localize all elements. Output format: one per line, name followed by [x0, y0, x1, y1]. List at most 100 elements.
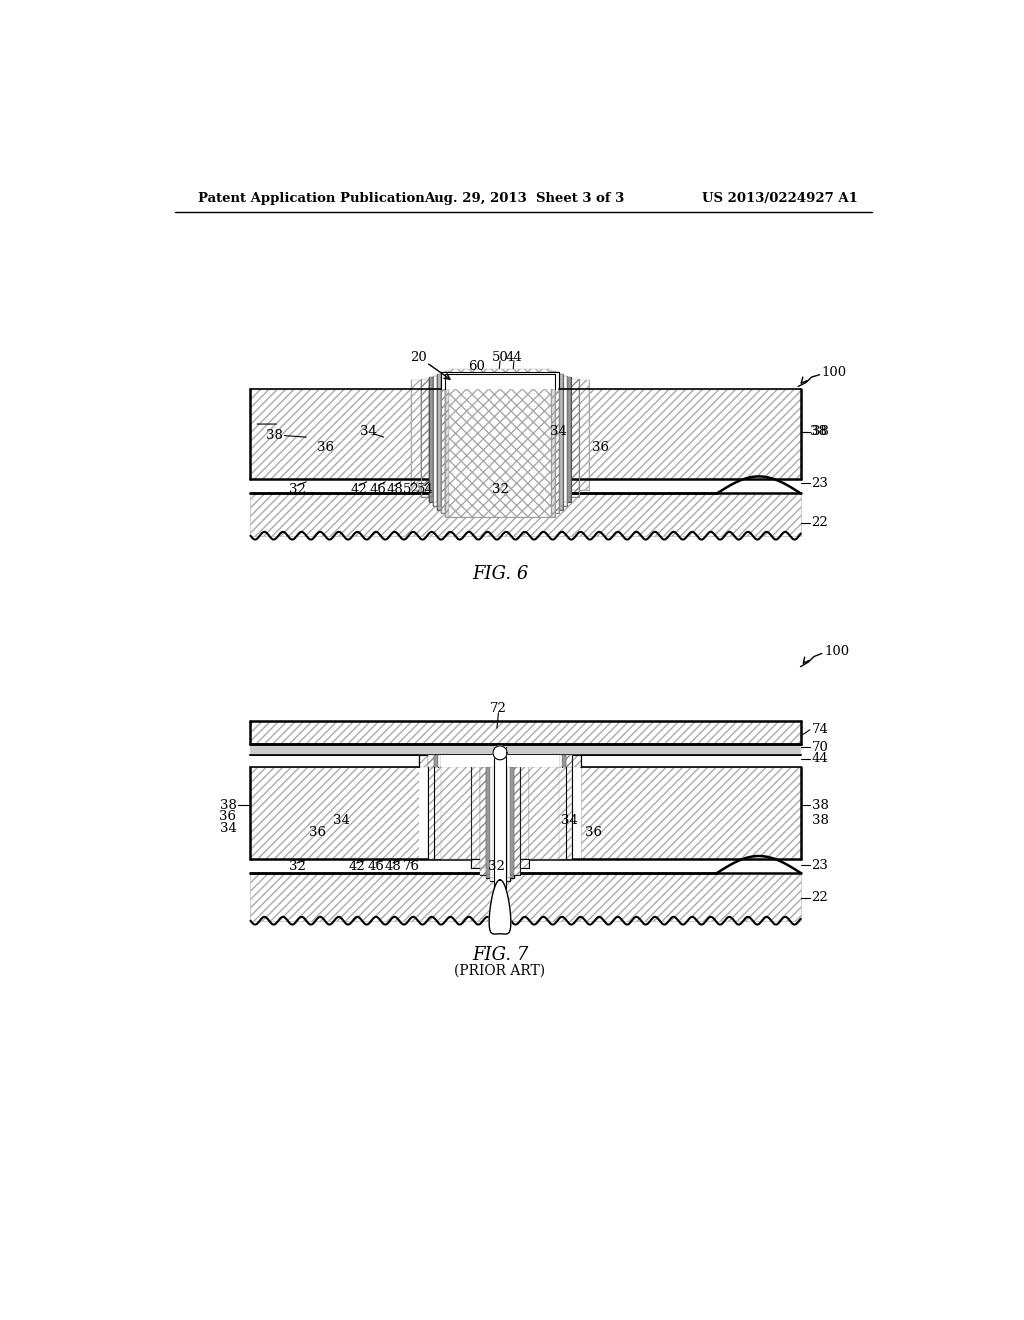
- Bar: [471, 859, 529, 869]
- Bar: [251, 767, 419, 859]
- Text: 38: 38: [812, 425, 828, 438]
- Bar: [441, 372, 559, 389]
- Text: 48: 48: [386, 483, 403, 496]
- Text: 38: 38: [812, 814, 828, 828]
- Text: 34: 34: [561, 814, 579, 828]
- Bar: [559, 755, 562, 767]
- Bar: [251, 755, 801, 767]
- Text: 34: 34: [333, 814, 349, 828]
- Text: 38: 38: [266, 429, 283, 442]
- Text: 32: 32: [289, 483, 305, 496]
- Text: 36: 36: [309, 825, 327, 838]
- Text: 34: 34: [550, 425, 566, 438]
- Text: Patent Application Publication: Patent Application Publication: [198, 191, 425, 205]
- Bar: [421, 379, 429, 498]
- Bar: [251, 389, 411, 479]
- Bar: [589, 389, 801, 479]
- Text: FIG. 7: FIG. 7: [472, 946, 528, 965]
- Bar: [419, 755, 582, 859]
- Text: 23: 23: [812, 859, 828, 871]
- Text: (PRIOR ART): (PRIOR ART): [455, 964, 546, 978]
- Bar: [562, 755, 566, 767]
- Bar: [441, 510, 559, 513]
- Bar: [419, 755, 428, 767]
- Bar: [486, 874, 514, 878]
- Bar: [251, 721, 801, 743]
- Bar: [429, 378, 433, 502]
- Bar: [445, 513, 555, 517]
- Bar: [411, 367, 589, 479]
- Text: 44: 44: [506, 351, 522, 363]
- Bar: [411, 479, 589, 490]
- Bar: [579, 380, 589, 490]
- Bar: [471, 767, 480, 859]
- Text: 34: 34: [219, 822, 237, 834]
- Polygon shape: [493, 746, 507, 760]
- Bar: [529, 767, 572, 859]
- Text: 100: 100: [821, 366, 847, 379]
- Text: 32: 32: [487, 861, 505, 874]
- Text: 36: 36: [219, 810, 237, 824]
- Text: 38: 38: [810, 425, 826, 438]
- Text: 46: 46: [370, 483, 387, 496]
- Text: 42: 42: [348, 861, 365, 874]
- Text: 38: 38: [219, 799, 237, 812]
- Bar: [449, 370, 551, 517]
- Bar: [514, 767, 520, 869]
- Bar: [251, 859, 801, 873]
- Text: 52: 52: [402, 483, 419, 496]
- Text: 76: 76: [402, 861, 420, 874]
- Bar: [572, 755, 582, 767]
- Bar: [433, 376, 437, 506]
- Bar: [445, 371, 449, 517]
- Bar: [433, 502, 566, 506]
- Bar: [251, 479, 801, 494]
- Bar: [551, 371, 555, 517]
- Text: 23: 23: [812, 477, 828, 490]
- Bar: [437, 374, 441, 510]
- Bar: [494, 747, 506, 887]
- Bar: [489, 767, 493, 878]
- Text: FIG. 6: FIG. 6: [472, 565, 528, 583]
- Bar: [582, 767, 801, 859]
- Bar: [480, 767, 486, 869]
- Bar: [480, 869, 520, 875]
- Text: 70: 70: [812, 741, 828, 754]
- Text: 46: 46: [368, 861, 384, 874]
- Bar: [566, 755, 572, 767]
- Bar: [510, 767, 514, 874]
- Bar: [566, 378, 571, 502]
- Text: 60: 60: [468, 360, 485, 372]
- Bar: [559, 374, 563, 510]
- Bar: [428, 767, 471, 859]
- Text: 42: 42: [350, 483, 368, 496]
- Text: 72: 72: [490, 702, 507, 714]
- Bar: [441, 767, 471, 859]
- Text: 32: 32: [289, 861, 305, 874]
- Text: 22: 22: [812, 516, 828, 529]
- Bar: [429, 498, 571, 502]
- Bar: [529, 767, 559, 859]
- Bar: [441, 755, 559, 767]
- Bar: [438, 755, 441, 767]
- Text: Aug. 29, 2013  Sheet 3 of 3: Aug. 29, 2013 Sheet 3 of 3: [424, 191, 625, 205]
- Text: 74: 74: [812, 723, 828, 737]
- Bar: [717, 859, 801, 874]
- Bar: [717, 479, 801, 495]
- Bar: [434, 755, 438, 767]
- Text: US 2013/0224927 A1: US 2013/0224927 A1: [701, 191, 857, 205]
- Text: 36: 36: [592, 441, 609, 454]
- Text: 54: 54: [417, 483, 433, 496]
- Text: 20: 20: [411, 351, 427, 363]
- Text: 100: 100: [824, 644, 849, 657]
- Bar: [251, 743, 801, 755]
- Bar: [571, 379, 579, 498]
- Text: 34: 34: [359, 425, 377, 438]
- Text: 22: 22: [812, 891, 828, 904]
- Text: 38: 38: [812, 799, 828, 812]
- Bar: [421, 490, 579, 498]
- Text: 50: 50: [492, 351, 508, 363]
- Bar: [411, 380, 421, 490]
- Bar: [251, 494, 801, 536]
- Bar: [507, 767, 510, 878]
